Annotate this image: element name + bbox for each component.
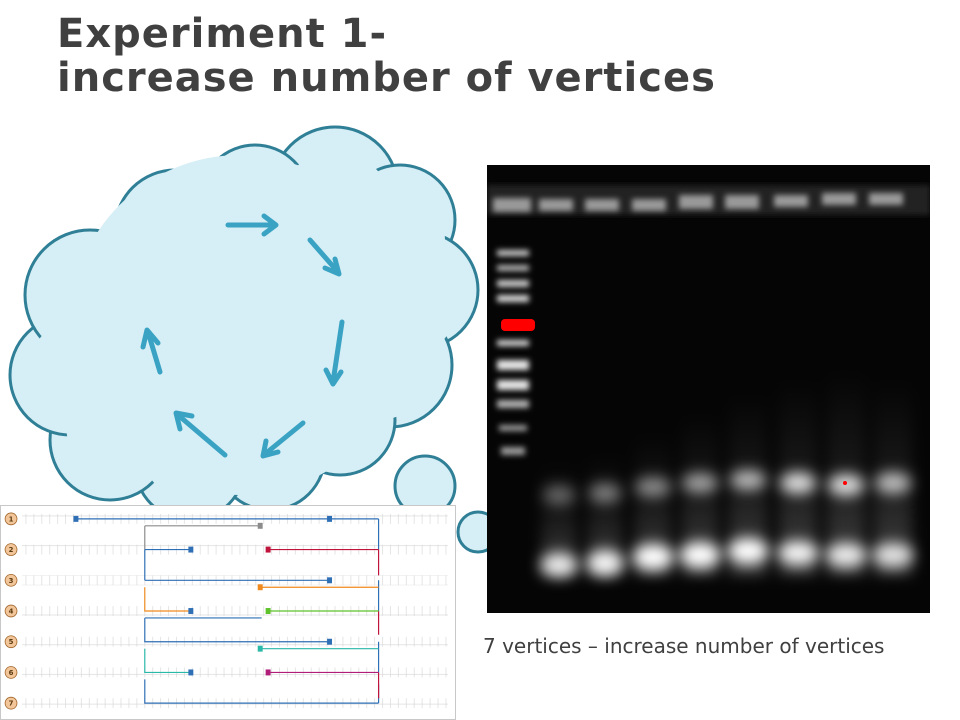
- track-label-2: 2: [9, 546, 14, 554]
- title-line-2: increase number of vertices: [57, 55, 716, 101]
- gel-electrophoresis-image: [487, 165, 930, 613]
- track-label-4: 4: [9, 607, 14, 615]
- thought-cloud: [8, 125, 510, 575]
- track-badge: [4, 512, 18, 526]
- title-line-1: Experiment 1-: [57, 11, 388, 57]
- vertex-path-diagram: 1 2 3 4 5 6 7: [0, 505, 456, 720]
- track-label-3: 3: [9, 577, 14, 585]
- slide-title: Experiment 1- increase number of vertice…: [57, 12, 937, 100]
- track-label-7: 7: [9, 700, 14, 708]
- track-label-1: 1: [9, 515, 14, 523]
- track-label-6: 6: [9, 669, 14, 677]
- gel-caption: 7 vertices – increase number of vertices: [483, 634, 885, 658]
- track-label-5: 5: [9, 638, 14, 646]
